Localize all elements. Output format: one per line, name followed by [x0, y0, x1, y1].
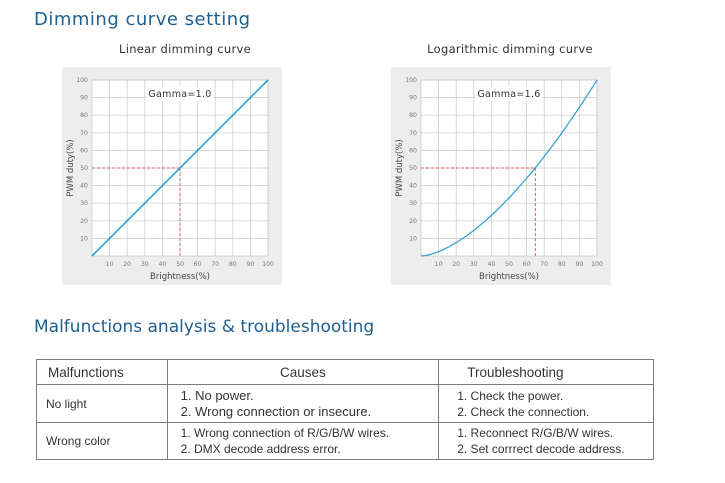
series-line	[91, 79, 269, 257]
y-tick-label: 60	[80, 147, 88, 154]
logarithmic-dimming-chart: 10 20 30 40 50 60 70 80 90 100 10 20 30 40 50 60 70 80 90 1…	[391, 67, 611, 285]
annotation-background	[147, 86, 213, 101]
x-tick-label: 70	[211, 261, 219, 268]
y-tick-label: 70	[80, 130, 88, 137]
fix-line: 1. Check the power.	[457, 388, 564, 403]
y-tick-label: 90	[80, 95, 88, 102]
table-header-row: Malfunctions Causes Troubleshooting	[36, 359, 654, 385]
cause-line: 1. No power.	[180, 387, 254, 403]
x-axis-label: Brightness(%)	[150, 272, 210, 282]
troubleshooting-cell: 1. Check the power. 2. Check the connect…	[438, 384, 654, 423]
x-tick-label: 50	[505, 261, 513, 268]
x-tick-label: 70	[540, 261, 548, 268]
x-tick-label: 60	[194, 261, 202, 268]
section-title-dimming: Dimming curve setting	[34, 9, 251, 30]
x-tick-label: 10	[106, 261, 114, 268]
section-title-troubleshooting: Malfunctions analysis & troubleshooting	[34, 317, 375, 337]
header-causes: Causes	[166, 359, 440, 385]
y-axis-label: PWM duty(%)	[395, 139, 405, 196]
y-tick-label: 70	[409, 130, 417, 137]
y-tick-label: 30	[409, 200, 417, 207]
y-tick-label: 100	[76, 77, 88, 84]
malfunction-cell: Wrong color	[36, 422, 168, 460]
x-tick-label: 90	[575, 261, 583, 268]
gamma-annotation: Gamma=1.6	[477, 89, 540, 100]
x-axis-label: Brightness(%)	[479, 272, 539, 282]
cause-line: 2. DMX decode address error.	[180, 442, 341, 456]
cause-line: 1. Wrong connection of R/G/B/W wires.	[180, 426, 390, 440]
causes-cell: 1. No power. 2. Wrong connection or inse…	[166, 384, 440, 423]
chart-title-linear: Linear dimming curve	[119, 42, 251, 56]
y-tick-label: 50	[409, 165, 417, 172]
y-tick-label: 10	[409, 235, 417, 242]
header-troubleshooting: Troubleshooting	[438, 359, 654, 385]
y-tick-label: 40	[409, 183, 417, 190]
y-tick-label: 80	[80, 112, 88, 119]
gamma-annotation: Gamma=1.0	[148, 89, 211, 100]
series-line	[420, 79, 598, 257]
y-tick-label: 60	[409, 147, 417, 154]
x-tick-label: 80	[229, 261, 237, 268]
y-tick-label: 40	[80, 183, 88, 190]
y-tick-label: 20	[80, 218, 88, 225]
table-row: Wrong color 1. Wrong connection of R/G/B…	[36, 422, 654, 460]
x-tick-label: 30	[470, 261, 478, 268]
y-axis-label: PWM duty(%)	[66, 139, 76, 196]
cause-line: 2. Wrong connection or insecure.	[180, 403, 372, 419]
troubleshooting-cell: 1. Reconnect R/G/B/W wires. 2. Set corrr…	[438, 422, 654, 460]
x-tick-label: 90	[246, 261, 254, 268]
table-row: No light 1. No power. 2. Wrong connectio…	[36, 384, 654, 423]
causes-cell: 1. Wrong connection of R/G/B/W wires. 2.…	[166, 422, 440, 460]
y-tick-label: 50	[80, 165, 88, 172]
troubleshooting-table: Malfunctions Causes Troubleshooting No l…	[36, 359, 654, 460]
chart-title-logarithmic: Logarithmic dimming curve	[427, 42, 593, 56]
x-tick-label: 50	[176, 261, 184, 268]
fix-line: 2. Check the connection.	[457, 404, 590, 419]
x-tick-label: 60	[523, 261, 531, 268]
y-tick-label: 90	[409, 95, 417, 102]
fix-line: 2. Set corrrect decode address.	[457, 442, 625, 456]
x-tick-label: 30	[141, 261, 149, 268]
x-tick-label: 100	[262, 261, 274, 268]
x-tick-label: 20	[123, 261, 131, 268]
x-tick-label: 20	[452, 261, 460, 268]
y-tick-label: 30	[80, 200, 88, 207]
malfunction-cell: No light	[36, 384, 168, 423]
x-tick-label: 80	[558, 261, 566, 268]
annotation-background	[476, 86, 542, 101]
x-tick-label: 10	[435, 261, 443, 268]
x-tick-label: 40	[158, 261, 166, 268]
y-tick-label: 10	[80, 235, 88, 242]
y-tick-label: 100	[405, 77, 417, 84]
fix-line: 1. Reconnect R/G/B/W wires.	[457, 426, 614, 440]
header-malfunctions: Malfunctions	[36, 359, 168, 385]
x-tick-label: 40	[487, 261, 495, 268]
y-tick-label: 80	[409, 112, 417, 119]
y-tick-label: 20	[409, 218, 417, 225]
linear-dimming-chart: 10 20 30 40 50 60 70 80 90 100 10 20 30 40 50 60 70 80 90 1…	[62, 67, 282, 285]
x-tick-label: 100	[591, 261, 603, 268]
